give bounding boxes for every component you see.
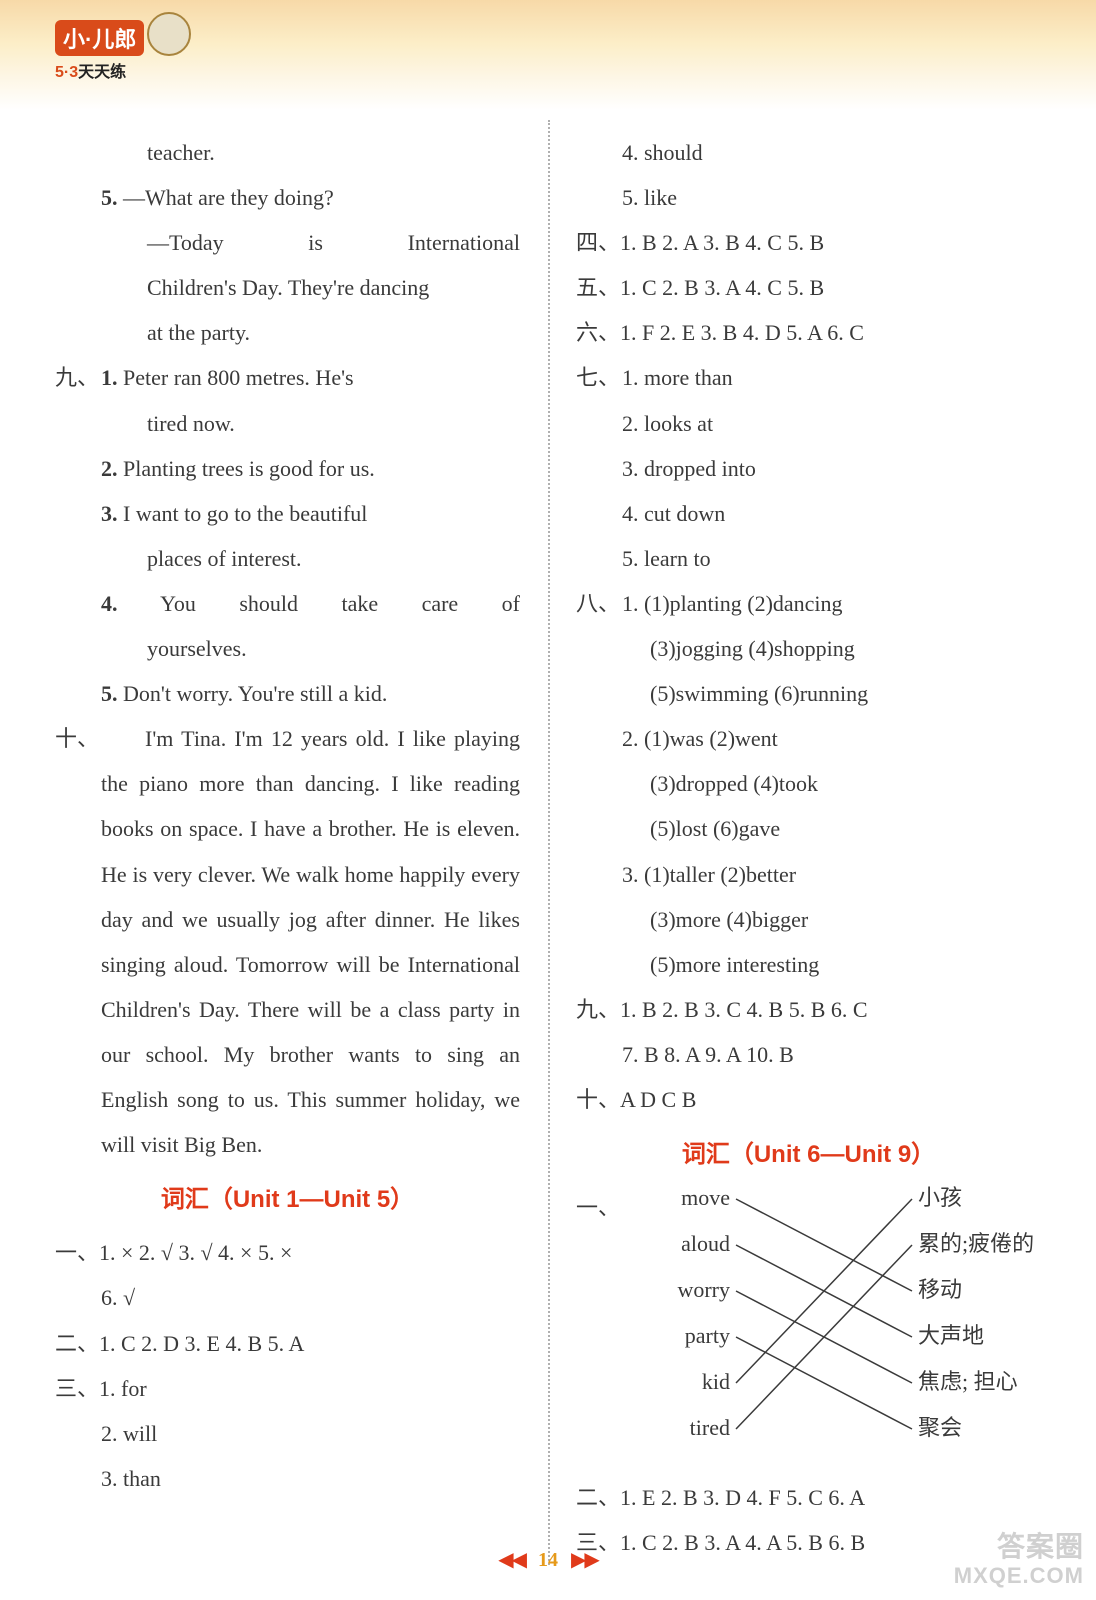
text-line: 3. I want to go to the beautiful xyxy=(55,491,520,536)
answer-row: 二、1. C 2. D 3. E 4. B 5. A xyxy=(55,1321,520,1366)
text-line: teacher. xyxy=(55,130,520,175)
section-heading: 词汇（Unit 6—Unit 9） xyxy=(576,1130,1041,1179)
answer-row: 2. will xyxy=(55,1411,520,1456)
column-divider xyxy=(548,120,550,1565)
answer-row: (5)lost (6)gave xyxy=(576,806,1041,851)
answer-row: 六、1. F 2. E 3. B 4. D 5. A 6. C xyxy=(576,310,1041,355)
answer-row: 4. should xyxy=(576,130,1041,175)
item-num: 2. xyxy=(101,456,118,481)
match-left-word: move xyxy=(681,1187,730,1209)
content-columns: teacher. 5. —What are they doing? —Today… xyxy=(0,110,1096,1565)
answer-row: 4. cut down xyxy=(576,491,1041,536)
text-line: tired now. xyxy=(55,401,520,446)
page-number: 14 xyxy=(538,1549,558,1571)
item-num: 5. xyxy=(101,185,118,210)
answer-row: 3. than xyxy=(55,1456,520,1501)
answer-row: 十、A D C B xyxy=(576,1077,1041,1122)
text-line: Children's Day. They're dancing xyxy=(55,265,520,310)
match-left-word: party xyxy=(685,1325,730,1347)
match-left-word: aloud xyxy=(681,1233,730,1255)
answer-row: (5)more interesting xyxy=(576,942,1041,987)
section-num: 九、 xyxy=(55,355,101,400)
watermark: 答案圈 MXQE.COM xyxy=(954,1531,1084,1588)
text-line: 八、1. (1)planting (2)dancing xyxy=(576,581,1041,626)
watermark-cn: 答案圈 xyxy=(954,1531,1084,1563)
item-num: 4. xyxy=(101,591,118,616)
watermark-en: MXQE.COM xyxy=(954,1563,1084,1588)
section-num: 一、 xyxy=(576,1185,622,1475)
text: Peter ran 800 metres. He's xyxy=(123,365,354,390)
answer-row: 五、1. C 2. B 3. A 4. C 5. B xyxy=(576,265,1041,310)
text: Don't worry. You're still a kid. xyxy=(123,681,387,706)
answer-row: 2. looks at xyxy=(576,401,1041,446)
matching-diagram: move aloud worry party kid tired 小孩累的;疲倦的移动大声地… xyxy=(632,1185,1041,1475)
logo-title: 小·儿郎 xyxy=(55,20,144,56)
arrow-right-icon: ▶▶ xyxy=(571,1549,598,1571)
section-num: 七、 xyxy=(576,355,622,400)
section-num: 八、 xyxy=(576,581,622,626)
answer-row: 3. dropped into xyxy=(576,446,1041,491)
match-right-word: 大声地 xyxy=(918,1325,984,1347)
match-block: 一、 move aloud worry party kid tired 小孩累的;疲倦的移动… xyxy=(576,1185,1041,1475)
text-line: 4. You should take care of xyxy=(55,581,520,626)
section-num: 十、 xyxy=(55,716,101,1167)
match-right-word: 聚会 xyxy=(918,1417,962,1439)
text-line: yourselves. xyxy=(55,626,520,671)
answer-row: 5. like xyxy=(576,175,1041,220)
text-line: 七、1. more than xyxy=(576,355,1041,400)
text-line: 5. Don't worry. You're still a kid. xyxy=(55,671,520,716)
text: 1. more than xyxy=(622,365,733,390)
answer-row: 5. learn to xyxy=(576,536,1041,581)
left-column: teacher. 5. —What are they doing? —Today… xyxy=(55,130,548,1565)
logo-subtitle: 5·3天天练 xyxy=(55,58,144,82)
item-num: 5. xyxy=(101,681,118,706)
match-right-word: 移动 xyxy=(918,1279,962,1301)
match-right-word: 累的;疲倦的 xyxy=(918,1233,1034,1255)
answer-row: (3)jogging (4)shopping xyxy=(576,626,1041,671)
answer-row: (3)dropped (4)took xyxy=(576,761,1041,806)
section-heading: 词汇（Unit 1—Unit 5） xyxy=(55,1175,520,1224)
text: You should take care of xyxy=(160,591,520,616)
answer-row: 6. √ xyxy=(55,1275,520,1320)
item-num: 1. xyxy=(101,365,118,390)
answer-row: 3. (1)taller (2)better xyxy=(576,852,1041,897)
paragraph: I'm Tina. I'm 12 years old. I like playi… xyxy=(101,716,520,1167)
text-line: 5. —What are they doing? xyxy=(55,175,520,220)
item-num: 3. xyxy=(101,501,118,526)
answer-row: (3)more (4)bigger xyxy=(576,897,1041,942)
logo-mascot xyxy=(147,12,191,56)
right-column: 4. should 5. like 四、1. B 2. A 3. B 4. C … xyxy=(548,130,1041,1565)
match-left-word: kid xyxy=(702,1371,730,1393)
answer-row: 九、1. B 2. B 3. C 4. B 5. B 6. C xyxy=(576,987,1041,1032)
answer-row: 2. (1)was (2)went xyxy=(576,716,1041,761)
text: —What are they doing? xyxy=(123,185,334,210)
match-right-word: 小孩 xyxy=(918,1187,962,1209)
header-banner: 小·儿郎 5·3天天练 xyxy=(0,0,1096,110)
match-left-word: worry xyxy=(677,1279,730,1301)
page-footer: ◀◀ 14 ▶▶ xyxy=(0,1547,1096,1572)
paragraph-block: 十、 I'm Tina. I'm 12 years old. I like pl… xyxy=(55,716,520,1167)
match-right-word: 焦虑; 担心 xyxy=(918,1371,1018,1393)
answer-row: 7. B 8. A 9. A 10. B xyxy=(576,1032,1041,1077)
logo-sub-black: 天天练 xyxy=(78,64,126,81)
match-left-word: tired xyxy=(690,1417,730,1439)
text-line: 九、1. Peter ran 800 metres. He's xyxy=(55,355,520,400)
text: 1. (1)planting (2)dancing xyxy=(622,591,843,616)
text: I want to go to the beautiful xyxy=(123,501,367,526)
logo: 小·儿郎 5·3天天练 xyxy=(55,20,144,82)
answer-row: 四、1. B 2. A 3. B 4. C 5. B xyxy=(576,220,1041,265)
text: Planting trees is good for us. xyxy=(123,456,375,481)
answer-row: 三、1. for xyxy=(55,1366,520,1411)
logo-sub-red: 5·3 xyxy=(55,64,78,81)
arrow-left-icon: ◀◀ xyxy=(498,1549,525,1571)
text-line: at the party. xyxy=(55,310,520,355)
text-line: —Today is International xyxy=(55,220,520,265)
answer-row: (5)swimming (6)running xyxy=(576,671,1041,716)
answer-row: 一、1. × 2. √ 3. √ 4. × 5. × xyxy=(55,1230,520,1275)
text-line: 2. Planting trees is good for us. xyxy=(55,446,520,491)
answer-row: 二、1. E 2. B 3. D 4. F 5. C 6. A xyxy=(576,1475,1041,1520)
text-line: places of interest. xyxy=(55,536,520,581)
